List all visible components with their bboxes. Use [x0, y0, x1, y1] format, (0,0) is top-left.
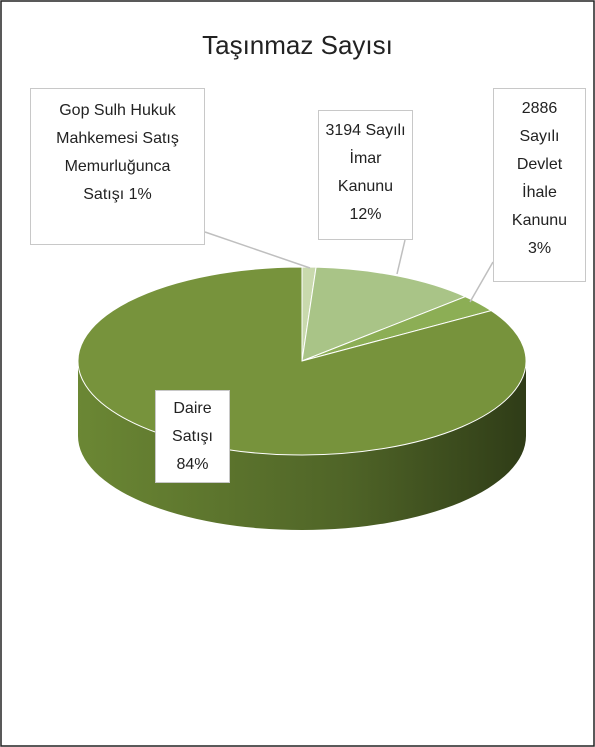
leader-lines — [204, 231, 494, 303]
label-category: Daire Satışı — [172, 400, 213, 445]
label-category: 3194 Sayılı İmar Kanunu — [325, 122, 406, 195]
leader-line — [204, 231, 311, 269]
leader-line — [469, 261, 494, 303]
data-label: Gop Sulh Hukuk Mahkemesi Satış Memurluğu… — [30, 88, 205, 245]
pie-side — [78, 361, 526, 530]
leader-line — [396, 239, 406, 275]
data-label: Daire Satışı 84% — [155, 390, 230, 483]
label-value: 3% — [527, 240, 552, 257]
label-value: 12% — [349, 206, 382, 223]
label-value: 1% — [128, 186, 152, 203]
label-category: Gop Sulh Hukuk Mahkemesi Satış Memurluğu… — [56, 102, 179, 203]
pie-slice — [301, 266, 467, 362]
pie — [77, 266, 527, 530]
label-category: 2886 Sayılı Devlet İhale Kanunu — [511, 100, 568, 229]
data-label: 3194 Sayılı İmar Kanunu 12% — [318, 110, 413, 240]
label-value: 84% — [176, 456, 209, 473]
data-label: 2886 Sayılı Devlet İhale Kanunu 3% — [493, 88, 586, 282]
chart-title: Taşınmaz Sayısı — [202, 30, 393, 60]
